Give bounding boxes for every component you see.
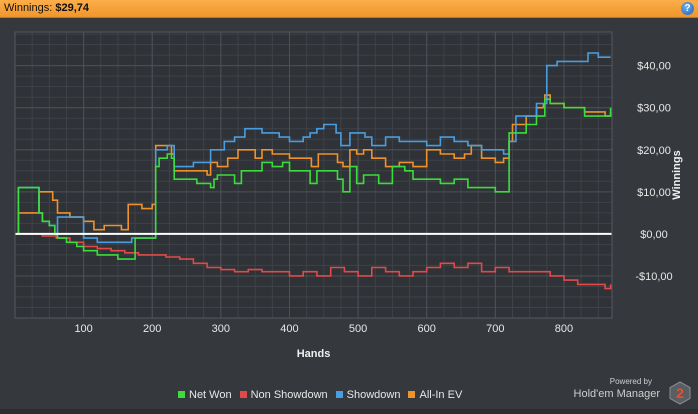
product-name: Hold'em Manager: [573, 388, 660, 400]
winnings-header-bar: Winnings: $29,74 ?: [0, 0, 698, 18]
legend-label: Net Won: [189, 389, 232, 401]
x-tick-label: 500: [349, 323, 367, 335]
x-tick-label: 800: [555, 323, 573, 335]
chart-panel: 100 200 300 400 500 600 700 800 $40,00 $30,00 $20,…: [0, 18, 698, 409]
badge-number: 2: [676, 385, 684, 401]
powered-by-text: Powered by: [609, 377, 652, 386]
legend-swatch: [335, 391, 343, 398]
series-line-showdown: [15, 52, 611, 244]
series-line-net-won: [15, 98, 612, 260]
legend-swatch: [178, 391, 185, 398]
x-axis-title: Hands: [297, 348, 331, 360]
winnings-chart: 100 200 300 400 500 600 700 800 $40,00 $30,00 $20,…: [14, 31, 683, 360]
legend-item[interactable]: Showdown: [335, 389, 401, 401]
legend-swatch: [408, 391, 416, 398]
hm2-badge-icon: 2: [669, 381, 691, 405]
winnings-summary: Winnings: $29,74: [4, 2, 89, 14]
legend-swatch: [239, 391, 247, 398]
legend-item[interactable]: All-In EV: [408, 389, 462, 401]
y-axis-title: Winnings: [671, 150, 683, 199]
chart-legend: Net Won Non Showdown Showdown All-In EV: [178, 389, 470, 401]
series-line-non-showdown: [15, 233, 612, 290]
plot-area: [15, 32, 612, 318]
y-tick-label: $40,00: [637, 61, 671, 73]
y-tick-label: $10,00: [637, 187, 671, 199]
y-tick-label: $0,00: [640, 229, 668, 241]
y-tick-label: $20,00: [637, 145, 671, 157]
legend-label: All-In EV: [419, 389, 463, 401]
x-tick-label: 400: [280, 323, 298, 335]
x-tick-label: 300: [212, 323, 230, 335]
legend-label: Showdown: [346, 389, 401, 401]
x-tick-label: 100: [74, 323, 92, 335]
plot-border: [14, 31, 613, 319]
winnings-label: Winnings:: [4, 2, 53, 14]
holdem-manager-logo: Powered by Hold'em Manager 2: [552, 377, 692, 405]
legend-item[interactable]: Net Won: [178, 389, 232, 401]
y-tick-label: -$10,00: [635, 271, 672, 283]
x-tick-label: 600: [418, 323, 436, 335]
help-icon[interactable]: ?: [681, 2, 694, 15]
x-tick-label: 700: [486, 323, 504, 335]
winnings-value: $29,74: [55, 2, 90, 14]
y-tick-label: $30,00: [637, 103, 671, 115]
legend-item[interactable]: Non Showdown: [239, 389, 328, 401]
x-tick-label: 200: [143, 323, 161, 335]
legend-label: Non Showdown: [250, 389, 328, 401]
